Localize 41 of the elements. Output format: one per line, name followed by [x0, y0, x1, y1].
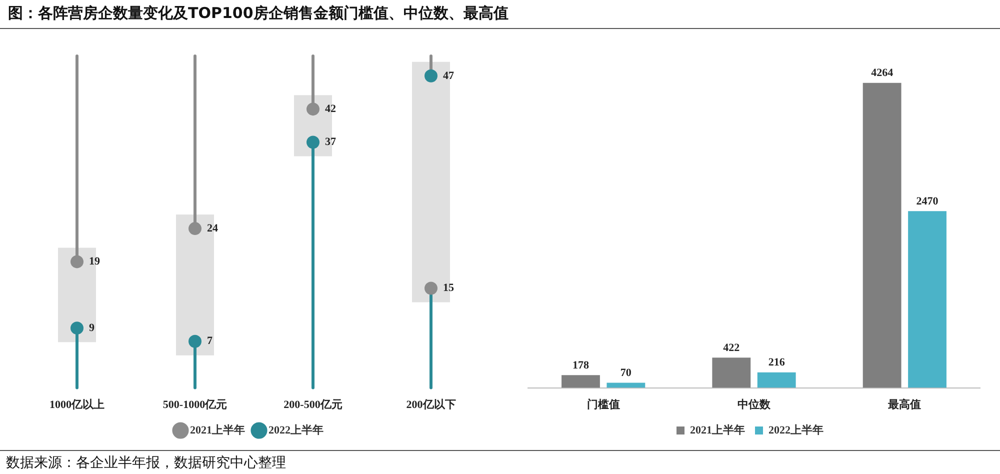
data-label: 9 — [89, 322, 95, 334]
point — [70, 255, 84, 268]
data-label: 178 — [572, 359, 590, 372]
data-label: 19 — [89, 256, 100, 268]
bar — [606, 382, 646, 388]
point — [70, 322, 84, 335]
point — [424, 69, 438, 82]
legend-label: 2022上半年 — [268, 423, 324, 436]
x-tick-label: 最高值 — [887, 398, 922, 412]
x-tick-label: 门槛值 — [586, 398, 620, 412]
data-label: 47 — [443, 70, 454, 82]
data-label: 24 — [207, 222, 218, 234]
data-label: 422 — [723, 342, 740, 354]
x-tick-label: 500-1000亿元 — [162, 399, 228, 412]
point — [306, 136, 320, 149]
data-label: 70 — [620, 367, 632, 380]
bar — [862, 82, 902, 388]
data-label: 216 — [768, 356, 786, 369]
data-label: 7 — [207, 335, 213, 348]
point — [424, 282, 438, 295]
x-tick-label: 中位数 — [738, 398, 772, 412]
x-tick-label: 200亿以下 — [406, 398, 456, 412]
bar — [757, 372, 796, 388]
data-label: 37 — [325, 136, 336, 148]
chart-title: 图：各阵营房企数量变化及TOP100房企销售金额门槛值、中位数、最高值 — [8, 4, 508, 23]
data-label: 42 — [325, 102, 336, 115]
bar — [712, 358, 751, 388]
point — [306, 102, 320, 116]
legend-label: 2021上半年 — [690, 423, 745, 436]
legend-label: 2021上半年 — [190, 423, 245, 436]
data-label: 2470 — [916, 196, 939, 208]
point — [188, 334, 202, 348]
x-tick-label: 200-500亿元 — [284, 399, 342, 412]
source-note: 数据来源：各企业半年报，数据研究中心整理 — [6, 454, 286, 472]
legend-label: 2022上半年 — [768, 423, 824, 436]
bar — [562, 375, 600, 388]
data-label: 4264 — [871, 67, 894, 80]
bar — [908, 211, 946, 388]
point — [188, 222, 202, 236]
data-label: 15 — [443, 282, 454, 294]
x-tick-label: 1000亿以上 — [50, 398, 104, 412]
